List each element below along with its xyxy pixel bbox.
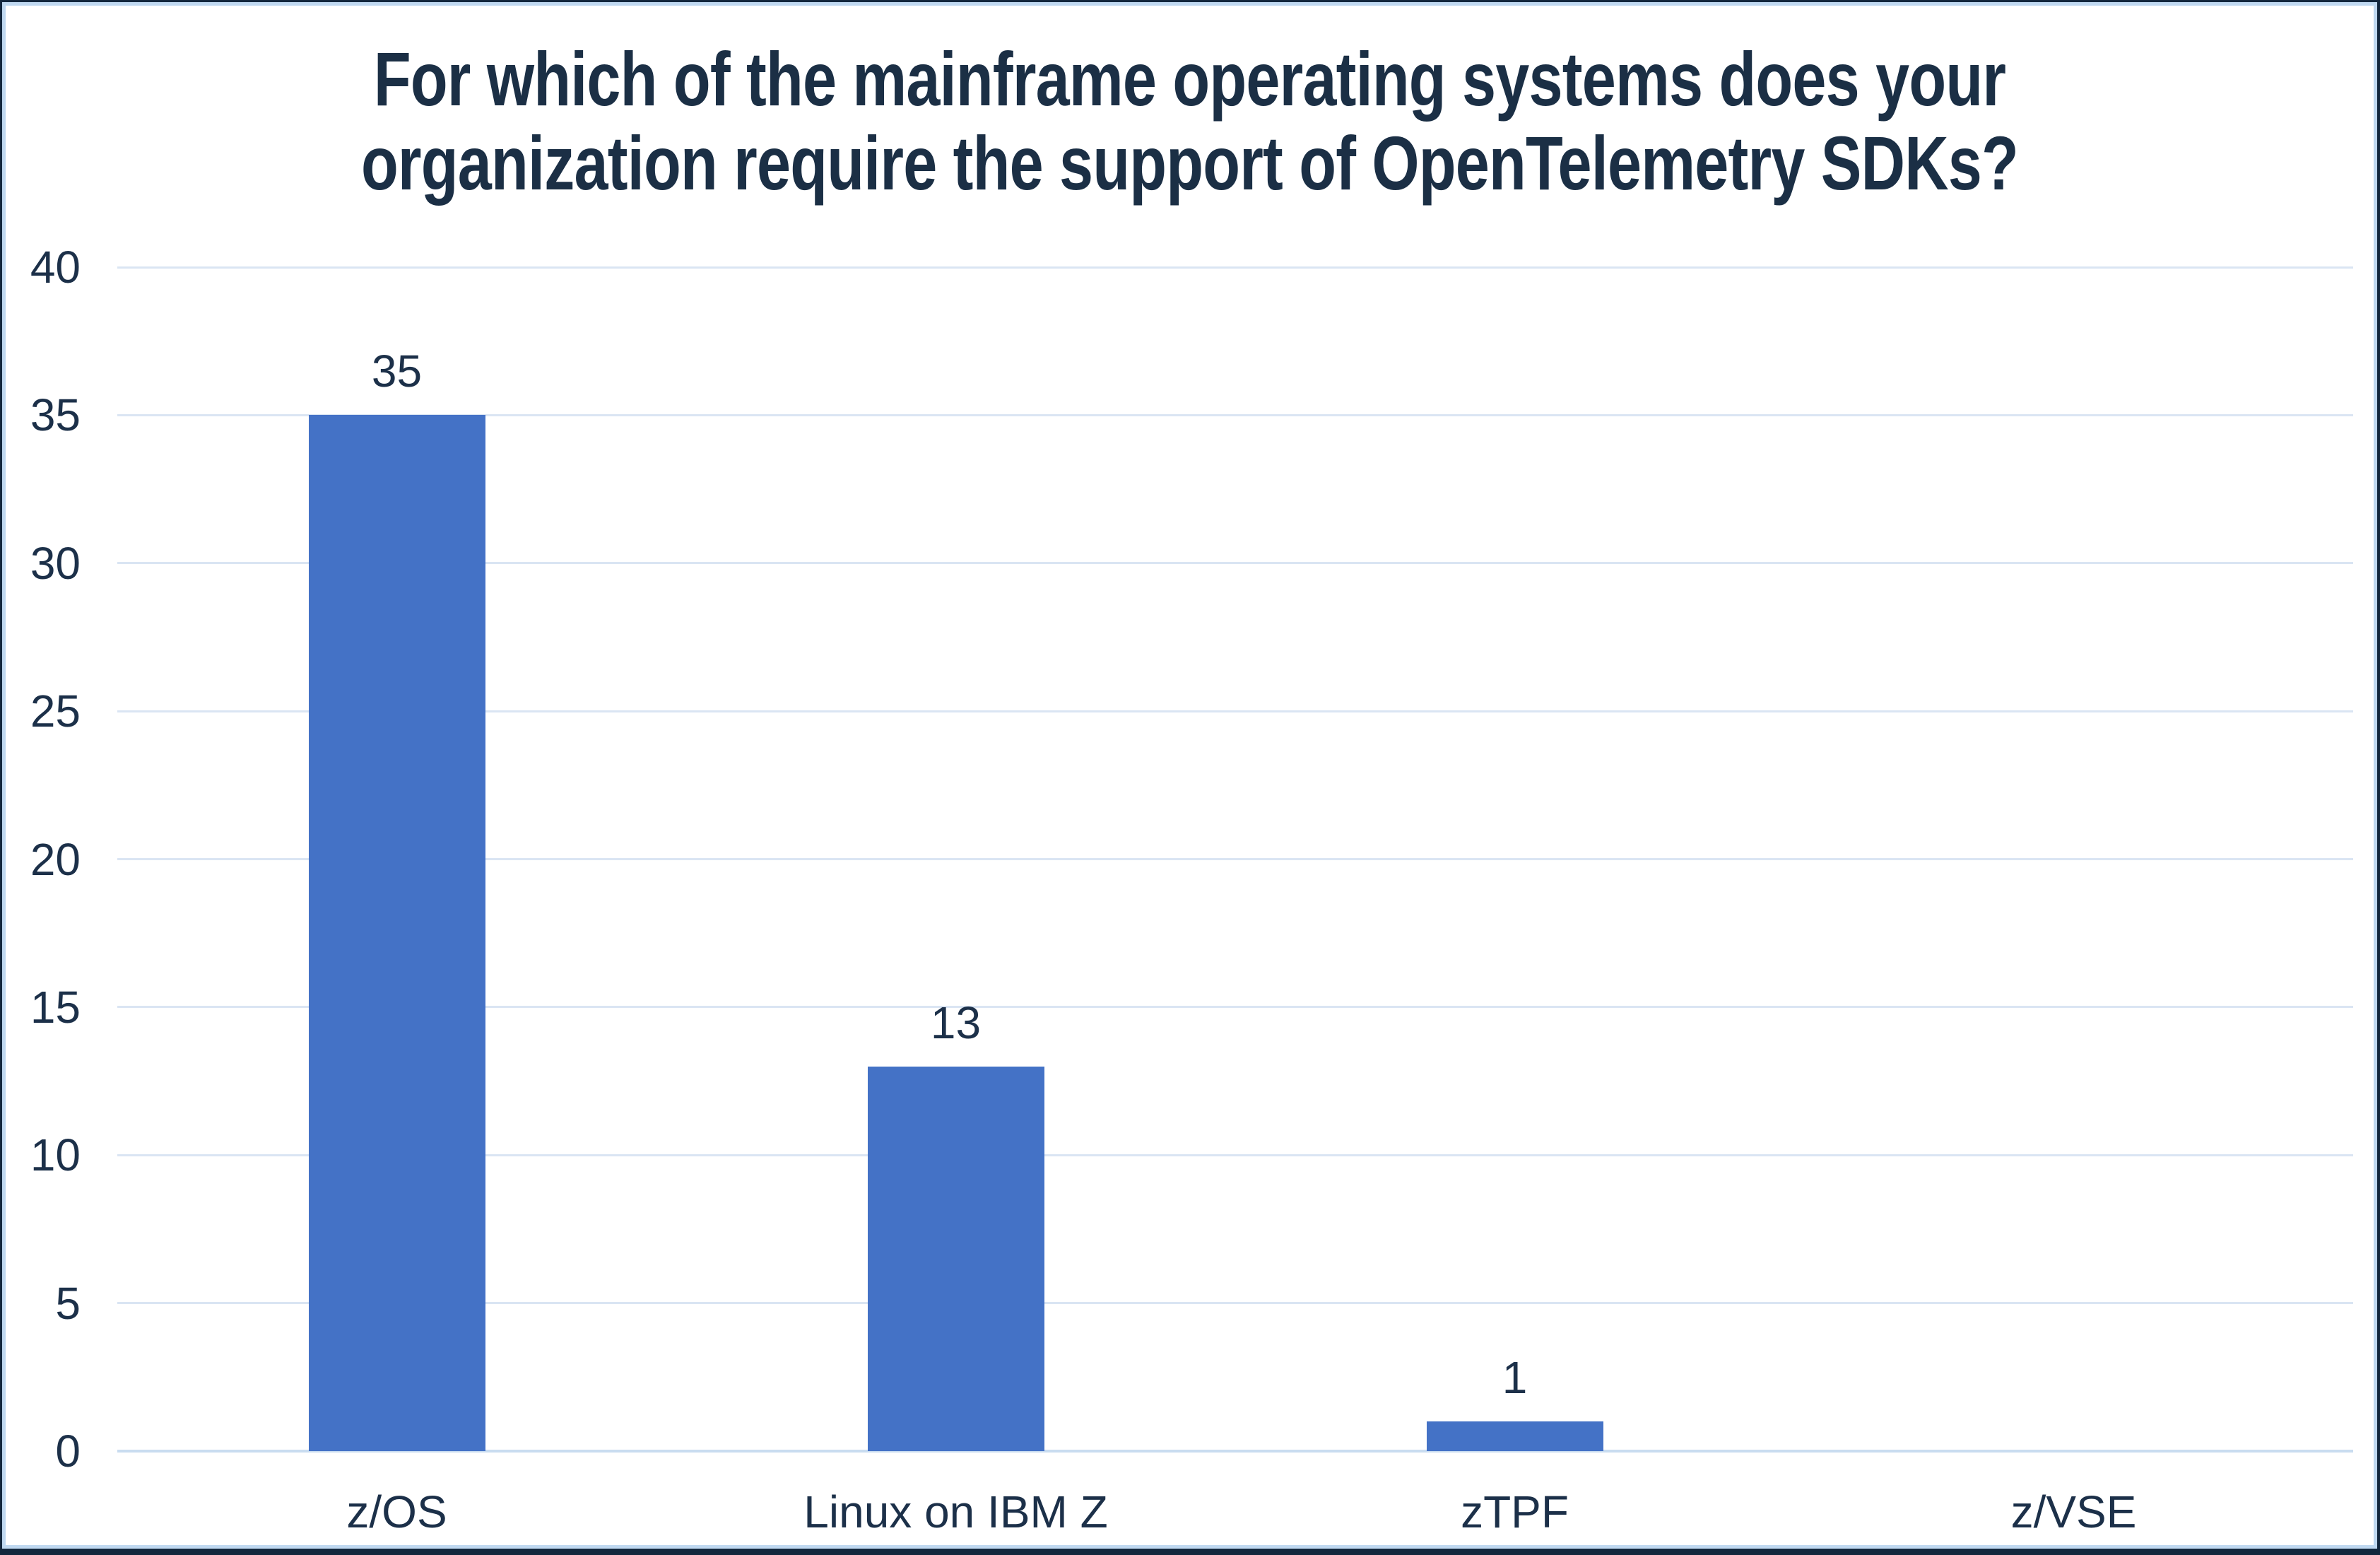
y-tick-label-15: 15 xyxy=(30,981,81,1033)
gridline-25 xyxy=(117,710,2353,712)
bar-z/OS xyxy=(308,415,485,1451)
chart-title: For which of the mainframe operating sys… xyxy=(242,37,2137,205)
y-tick-label-40: 40 xyxy=(30,242,81,293)
y-tick-label-5: 5 xyxy=(55,1277,81,1329)
gridline-30 xyxy=(117,562,2353,565)
x-tick-label-z/VSE: z/VSE xyxy=(2010,1486,2137,1537)
x-tick-label-Linux on IBM Z: Linux on IBM Z xyxy=(803,1486,1108,1537)
y-tick-label-30: 30 xyxy=(30,537,81,589)
gridline-35 xyxy=(117,413,2353,416)
x-tick-label-z/OS: z/OS xyxy=(346,1486,447,1537)
y-tick-label-35: 35 xyxy=(30,389,81,441)
bar-Linux on IBM Z xyxy=(867,1066,1044,1451)
chart-title-line-2: organization require the support of Open… xyxy=(360,120,2019,206)
gridline-10 xyxy=(117,1154,2353,1156)
gridline-20 xyxy=(117,858,2353,860)
gridline-15 xyxy=(117,1006,2353,1009)
y-tick-label-0: 0 xyxy=(55,1426,81,1477)
x-tick-label-zTPF: zTPF xyxy=(1461,1486,1569,1537)
data-label-zTPF: 1 xyxy=(1502,1352,1528,1404)
y-tick-label-20: 20 xyxy=(30,833,81,885)
y-tick-label-25: 25 xyxy=(30,686,81,737)
gridline-5 xyxy=(117,1302,2353,1305)
data-label-z/OS: 35 xyxy=(371,346,423,397)
data-label-Linux on IBM Z: 13 xyxy=(930,997,982,1048)
gridline-40 xyxy=(117,266,2353,269)
chart-title-line-1: For which of the mainframe operating sys… xyxy=(373,36,2006,122)
bar-zTPF xyxy=(1426,1421,1603,1451)
x-axis-line xyxy=(117,1450,2353,1453)
y-tick-label-10: 10 xyxy=(30,1129,81,1181)
